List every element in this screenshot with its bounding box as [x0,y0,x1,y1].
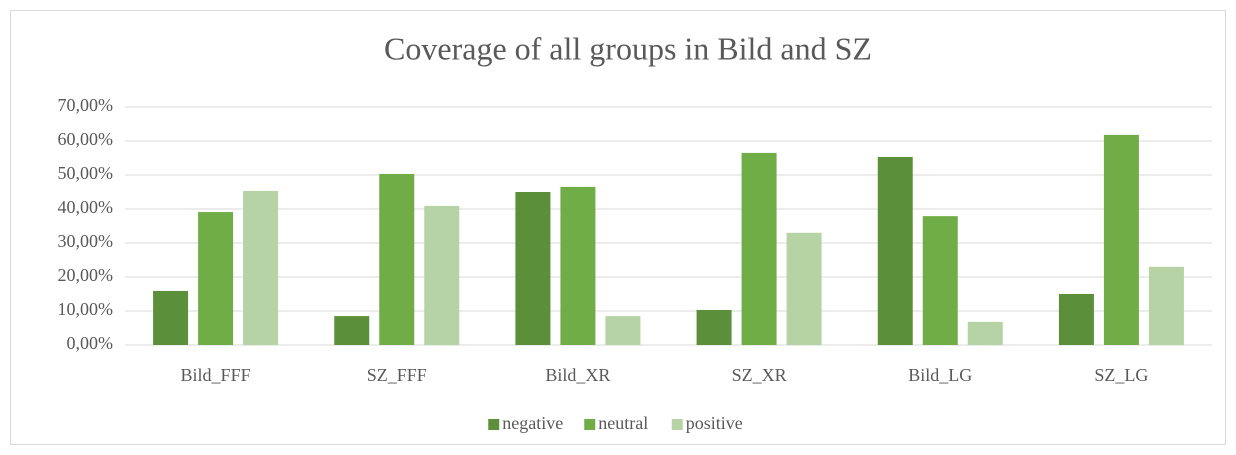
bar [786,232,822,345]
bar [967,321,1003,345]
bar [334,316,370,345]
bar [922,216,958,345]
bar [198,212,234,345]
x-tick-label: SZ_FFF [367,365,427,385]
bar [1148,266,1184,345]
y-tick-label: 70,00% [58,95,114,115]
bar [1058,294,1094,345]
bar [560,186,596,345]
x-tick-label: Bild_FFF [181,365,251,385]
x-tick-label: Bild_LG [908,365,972,385]
bar [424,205,460,345]
legend-label: positive [686,413,743,433]
y-tick-label: 10,00% [58,299,114,319]
legend-label: neutral [598,413,648,433]
bar [696,309,732,345]
x-tick-label: SZ_LG [1094,365,1148,385]
legend-label: negative [502,413,563,433]
y-tick-label: 30,00% [58,231,114,251]
legend-swatch [584,419,596,430]
legend-swatch [671,419,683,430]
y-tick-label: 40,00% [58,197,114,217]
legend-swatch [488,419,500,430]
bar [877,156,913,345]
x-tick-label: Bild_XR [545,365,610,385]
x-tick-label: SZ_XR [732,365,787,385]
y-tick-label: 20,00% [58,265,114,285]
y-tick-label: 0,00% [67,333,114,353]
bar [605,316,641,345]
bar [1103,134,1139,345]
bar [741,152,777,345]
bar [515,192,551,345]
chart-title: Coverage of all groups in Bild and SZ [384,30,872,66]
y-tick-label: 50,00% [58,163,114,183]
y-tick-label: 60,00% [58,129,114,149]
bar [153,290,189,345]
bar [243,190,279,345]
bar [379,173,415,345]
